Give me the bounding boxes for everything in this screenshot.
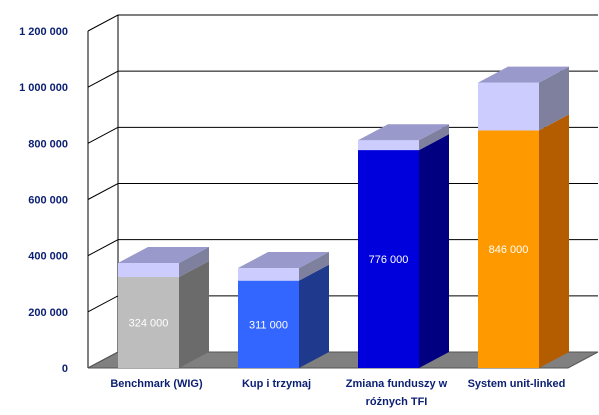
data-label: 311 000 [249,319,288,331]
x-category-label: Benchmark (WIG) [110,378,203,390]
bar-side [179,246,209,278]
x-category-line: Kup i trzymaj [242,378,311,390]
data-label: 846 000 [489,244,529,256]
y-tick-label: 200 000 [28,307,68,319]
bar-top [118,246,209,263]
x-category-line: Benchmark (WIG) [110,378,203,390]
bar-side [299,264,329,368]
x-category-line: Zmiana funduszy w [346,378,448,390]
y-tick-label: 600 000 [28,195,68,207]
bar-segment [478,82,539,131]
bar-segment [478,130,539,368]
bar-top [478,66,569,83]
y-axis-ticks: 0 200 000 400 000 600 000 800 000 1 000 000 1 … [19,26,68,375]
y-tick-label: 400 000 [28,251,68,263]
y-tick-label: 1 200 000 [19,26,68,38]
bar-side [419,134,449,368]
bar-side [179,261,209,368]
x-category-line: różnych TFI [366,396,428,408]
bar-segment [358,140,419,151]
data-label: 324 000 [129,318,169,330]
gridline [87,70,598,88]
bar-side [539,66,569,131]
x-axis-categories: Benchmark (WIG) Kup i trzymaj Zmiana fundu… [110,378,565,408]
y-tick-label: 800 000 [28,138,68,150]
y-tick-label: 1 000 000 [19,82,68,94]
x-category-label: Kup i trzymaj [242,378,311,390]
bar-segment [358,150,419,368]
x-category-line: System unit-linked [468,378,566,390]
bars: 324 000 311 000 776 000 846 000 [118,66,569,368]
gridline [87,14,598,32]
bar-side [299,252,329,281]
bar-side [539,114,569,368]
bar-segment [238,280,299,368]
data-label: 776 000 [369,254,409,266]
x-category-label: System unit-linked [468,378,566,390]
y-tick-label: 0 [62,363,68,375]
bar-segment [118,262,179,278]
bar-segment [118,277,179,368]
x-category-label: Zmiana funduszy w różnych TFI [346,378,448,408]
bar-segment [238,268,299,281]
bar-side [419,124,449,151]
bar-top [238,252,329,269]
bar-top [358,124,449,141]
